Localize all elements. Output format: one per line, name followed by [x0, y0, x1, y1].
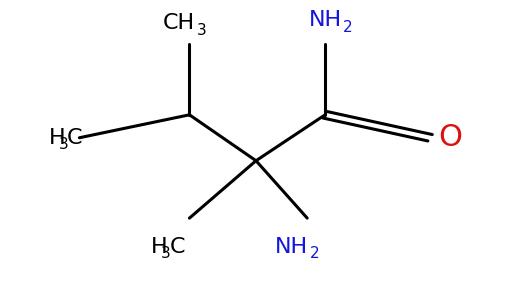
Text: O: O [439, 123, 462, 152]
Text: H: H [49, 128, 65, 148]
Text: C: C [67, 128, 82, 148]
Text: NH: NH [275, 237, 308, 257]
Text: C: C [169, 237, 185, 257]
Text: 3: 3 [197, 23, 207, 38]
Text: 2: 2 [343, 20, 353, 35]
Text: CH: CH [163, 13, 195, 33]
Text: 3: 3 [161, 247, 171, 261]
Text: H: H [151, 237, 167, 257]
Text: NH: NH [309, 10, 342, 30]
Text: 3: 3 [59, 137, 69, 152]
Text: 2: 2 [310, 247, 319, 261]
